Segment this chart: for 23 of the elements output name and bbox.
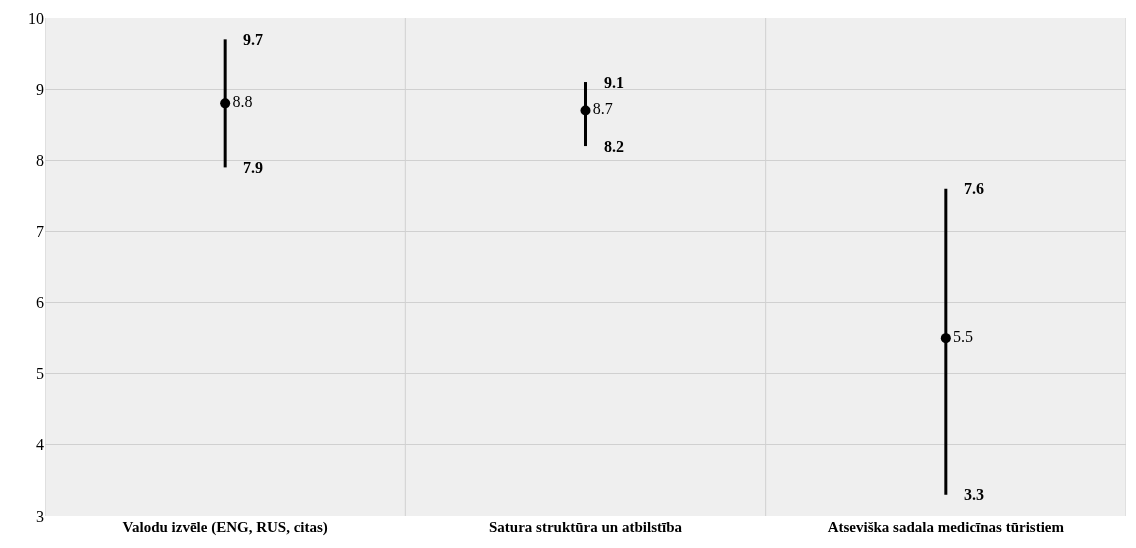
y-tick-label: 5 [36,365,44,383]
point [580,105,591,116]
annotation: 3.3 [964,486,984,503]
data-label: 5.5 [953,328,974,346]
annotation: 7.6 [964,180,984,197]
data-label: 8.8 [232,93,253,111]
y-tick-label: 3 [36,507,44,525]
y-tick-label: 10 [28,9,44,27]
y-tick-label: 4 [36,436,44,454]
annotation: 9.1 [604,74,624,91]
x-tick-label: Valodu izvēle (ENG, RUS, citas) [122,519,328,536]
annotation: 8.2 [604,138,624,155]
point [220,98,231,109]
y-tick-label: 6 [36,294,44,312]
x-tick-label: Atseviška sadala medicīnas tūristiem [827,519,1065,535]
annotation: 9.7 [243,31,263,48]
y-tick-label: 8 [36,151,44,169]
data-label: 8.7 [592,100,613,118]
annotation: 7.9 [243,159,263,176]
y-tick-label: 7 [36,223,44,241]
x-tick-label: Satura struktūra un atbilstība [489,519,683,535]
y-tick-label: 9 [36,80,44,98]
point [940,333,951,344]
